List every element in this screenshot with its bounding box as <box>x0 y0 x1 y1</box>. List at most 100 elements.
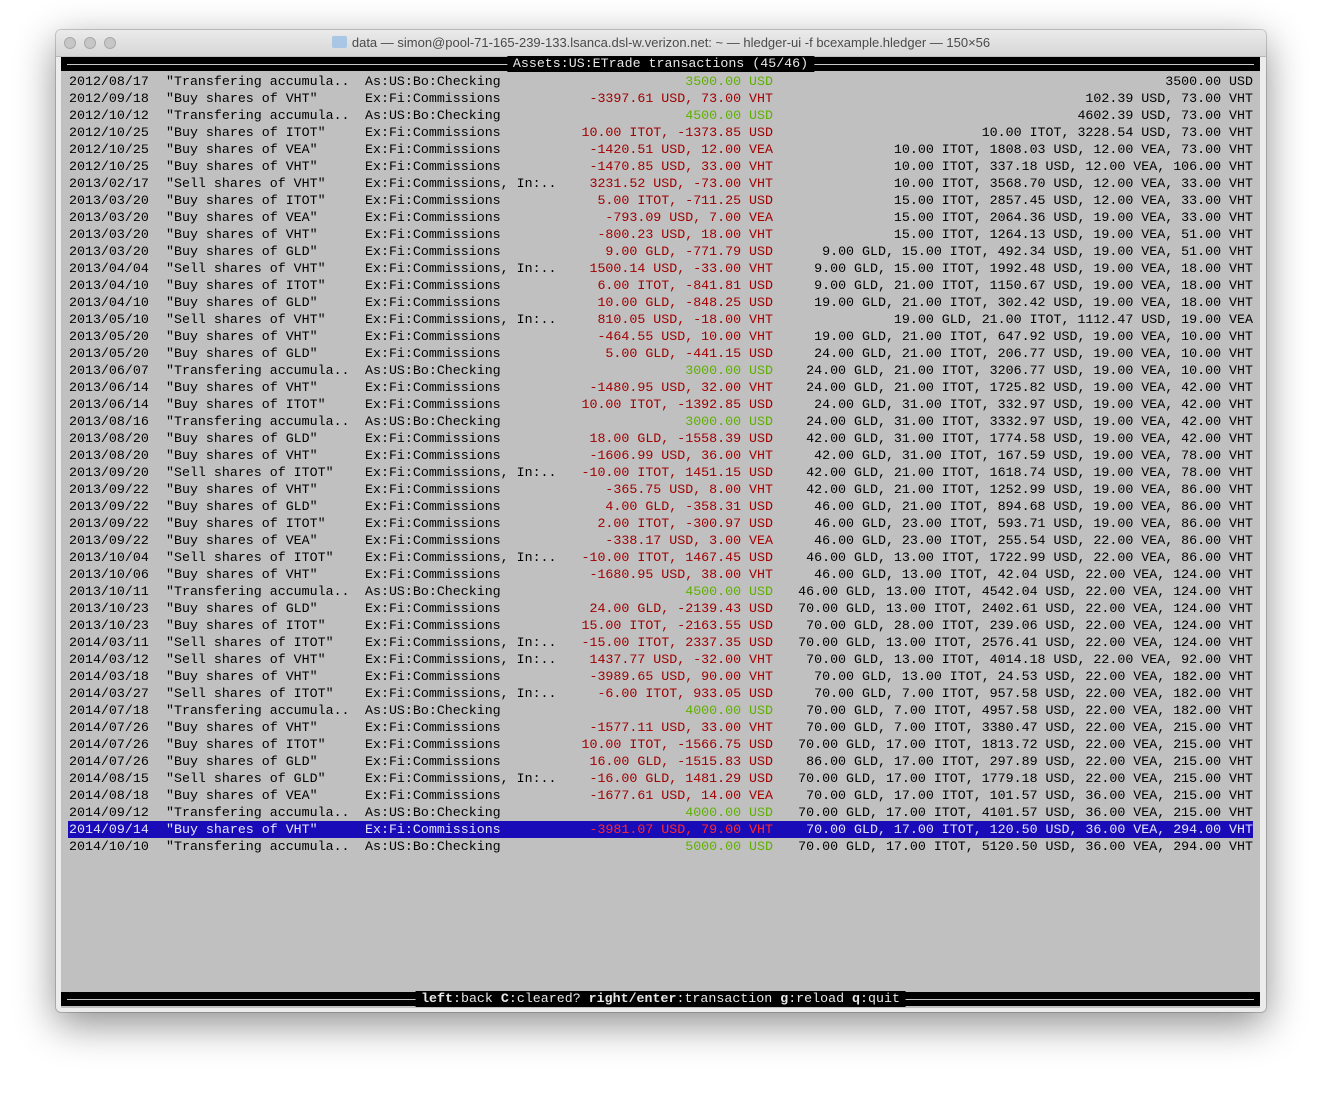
transaction-row[interactable]: 2012/10/12 "Transfering accumula.. As:US:B… <box>61 107 1260 124</box>
transaction-row[interactable]: 2013/09/20 "Sell shares of ITOT" Ex:Fi:Com… <box>61 464 1260 481</box>
transaction-row[interactable]: 2013/05/20 "Buy shares of VHT" Ex:Fi:Commi… <box>61 328 1260 345</box>
transaction-row[interactable]: 2013/10/23 "Buy shares of ITOT" Ex:Fi:Comm… <box>61 617 1260 634</box>
transaction-description: "Sell shares of VHT" <box>166 652 326 667</box>
transaction-row[interactable]: 2014/08/15 "Sell shares of GLD" Ex:Fi:Comm… <box>61 770 1260 787</box>
transaction-row[interactable]: 2013/10/11 "Transfering accumula.. As:US:B… <box>61 583 1260 600</box>
transaction-row[interactable]: 2014/09/12 "Transfering accumula.. As:US:B… <box>61 804 1260 821</box>
other-accounts: Ex:Fi:Commissions <box>365 601 501 616</box>
running-balance: 9.00 GLD, 15.00 ITOT, 492.34 USD, 19.00 … <box>822 244 1253 259</box>
transaction-row[interactable]: 2014/07/26 "Buy shares of VHT" Ex:Fi:Commi… <box>61 719 1260 736</box>
transaction-row[interactable]: 2012/09/18 "Buy shares of VHT" Ex:Fi:Commi… <box>61 90 1260 107</box>
running-balance: 42.00 GLD, 31.00 ITOT, 1774.58 USD, 19.0… <box>806 431 1253 446</box>
transaction-row[interactable]: 2013/05/20 "Buy shares of GLD" Ex:Fi:Commi… <box>61 345 1260 362</box>
transaction-row[interactable]: 2013/03/20 "Buy shares of ITOT" Ex:Fi:Comm… <box>61 192 1260 209</box>
change-amount: 10.00 ITOT, -1392.85 USD <box>581 397 773 412</box>
transaction-row[interactable]: 2013/05/10 "Sell shares of VHT" Ex:Fi:Comm… <box>61 311 1260 328</box>
transaction-description: "Sell shares of ITOT" <box>166 550 334 565</box>
change-amount: -15.00 ITOT, 2337.35 USD <box>581 635 773 650</box>
minimize-button[interactable] <box>84 37 96 49</box>
change-amount: 4.00 GLD, -358.31 USD <box>605 499 773 514</box>
transaction-row[interactable]: 2013/03/20 "Buy shares of GLD" Ex:Fi:Commi… <box>61 243 1260 260</box>
transaction-row[interactable]: 2013/09/22 "Buy shares of VHT" Ex:Fi:Commi… <box>61 481 1260 498</box>
transaction-date: 2013/04/10 <box>69 295 149 310</box>
transaction-row[interactable]: 2013/09/22 "Buy shares of GLD" Ex:Fi:Commi… <box>61 498 1260 515</box>
transaction-row[interactable]: 2013/04/10 "Buy shares of GLD" Ex:Fi:Commi… <box>61 294 1260 311</box>
transaction-row[interactable]: 2013/08/20 "Buy shares of VHT" Ex:Fi:Commi… <box>61 447 1260 464</box>
transaction-row[interactable]: 2012/08/17 "Transfering accumula.. As:US:B… <box>61 73 1260 90</box>
running-balance: 46.00 GLD, 13.00 ITOT, 4542.04 USD, 22.0… <box>798 584 1253 599</box>
transaction-row[interactable]: 2013/02/17 "Sell shares of VHT" Ex:Fi:Comm… <box>61 175 1260 192</box>
transaction-row[interactable]: 2013/04/10 "Buy shares of ITOT" Ex:Fi:Comm… <box>61 277 1260 294</box>
transaction-row[interactable]: 2013/10/23 "Buy shares of GLD" Ex:Fi:Commi… <box>61 600 1260 617</box>
transaction-date: 2013/06/14 <box>69 397 149 412</box>
change-amount: -793.09 USD, 7.00 VEA <box>605 210 773 225</box>
transaction-row[interactable]: 2014/03/11 "Sell shares of ITOT" Ex:Fi:Com… <box>61 634 1260 651</box>
change-amount: -3981.07 USD, 79.00 VHT <box>589 822 773 837</box>
transaction-date: 2013/02/17 <box>69 176 149 191</box>
change-amount: 4500.00 USD <box>685 108 773 123</box>
transaction-date: 2013/03/20 <box>69 244 149 259</box>
transaction-description: "Buy shares of ITOT" <box>166 397 326 412</box>
other-accounts: Ex:Fi:Commissions, In:.. <box>365 176 557 191</box>
other-accounts: As:US:Bo:Checking <box>365 839 501 854</box>
transaction-row[interactable]: 2013/09/22 "Buy shares of ITOT" Ex:Fi:Comm… <box>61 515 1260 532</box>
transaction-date: 2014/09/14 <box>69 822 149 837</box>
transaction-row-selected[interactable]: 2014/09/14 "Buy shares of VHT" Ex:Fi:Commi… <box>68 821 1253 838</box>
transaction-row[interactable]: 2014/10/10 "Transfering accumula.. As:US:B… <box>61 838 1260 855</box>
transaction-row[interactable]: 2013/10/04 "Sell shares of ITOT" Ex:Fi:Com… <box>61 549 1260 566</box>
transaction-row[interactable]: 2013/10/06 "Buy shares of VHT" Ex:Fi:Commi… <box>61 566 1260 583</box>
transaction-row[interactable]: 2013/06/14 "Buy shares of ITOT" Ex:Fi:Comm… <box>61 396 1260 413</box>
transaction-date: 2013/05/20 <box>69 346 149 361</box>
transaction-row[interactable]: 2013/08/16 "Transfering accumula.. As:US:B… <box>61 413 1260 430</box>
transaction-description: "Buy shares of VEA" <box>166 142 318 157</box>
transaction-description: "Buy shares of ITOT" <box>166 618 326 633</box>
other-accounts: Ex:Fi:Commissions, In:.. <box>365 312 557 327</box>
transaction-date: 2013/08/16 <box>69 414 149 429</box>
transaction-date: 2013/06/07 <box>69 363 149 378</box>
transaction-row[interactable]: 2014/07/18 "Transfering accumula.. As:US:B… <box>61 702 1260 719</box>
header-bar: Assets:US:ETrade transactions (45/46) <box>61 56 1260 72</box>
running-balance: 24.00 GLD, 21.00 ITOT, 3206.77 USD, 19.0… <box>806 363 1253 378</box>
transaction-description: "Transfering accumula.. <box>166 414 350 429</box>
running-balance: 9.00 GLD, 15.00 ITOT, 1992.48 USD, 19.00… <box>814 261 1253 276</box>
transaction-row[interactable]: 2013/03/20 "Buy shares of VEA" Ex:Fi:Commi… <box>61 209 1260 226</box>
transaction-row[interactable]: 2014/03/27 "Sell shares of ITOT" Ex:Fi:Com… <box>61 685 1260 702</box>
transaction-row[interactable]: 2012/10/25 "Buy shares of VEA" Ex:Fi:Commi… <box>61 141 1260 158</box>
other-accounts: Ex:Fi:Commissions <box>365 788 501 803</box>
running-balance: 86.00 GLD, 17.00 ITOT, 297.89 USD, 22.00… <box>806 754 1253 769</box>
transaction-date: 2013/10/23 <box>69 618 149 633</box>
transaction-row[interactable]: 2013/06/07 "Transfering accumula.. As:US:B… <box>61 362 1260 379</box>
running-balance: 46.00 GLD, 21.00 ITOT, 894.68 USD, 19.00… <box>814 499 1253 514</box>
other-accounts: Ex:Fi:Commissions <box>365 567 501 582</box>
transaction-date: 2013/03/20 <box>69 227 149 242</box>
transaction-row[interactable]: 2013/04/04 "Sell shares of VHT" Ex:Fi:Comm… <box>61 260 1260 277</box>
transaction-row[interactable]: 2014/03/12 "Sell shares of VHT" Ex:Fi:Comm… <box>61 651 1260 668</box>
transaction-row[interactable]: 2013/08/20 "Buy shares of GLD" Ex:Fi:Commi… <box>61 430 1260 447</box>
other-accounts: Ex:Fi:Commissions <box>365 295 501 310</box>
transaction-row[interactable]: 2014/08/18 "Buy shares of VEA" Ex:Fi:Commi… <box>61 787 1260 804</box>
running-balance: 42.00 GLD, 21.00 ITOT, 1252.99 USD, 19.0… <box>806 482 1253 497</box>
transaction-description: "Buy shares of VHT" <box>166 482 318 497</box>
terminal-screen[interactable]: Assets:US:ETrade transactions (45/46) 20… <box>61 56 1260 1008</box>
transaction-row[interactable]: 2014/03/18 "Buy shares of VHT" Ex:Fi:Commi… <box>61 668 1260 685</box>
transaction-date: 2014/09/12 <box>69 805 149 820</box>
transaction-row[interactable]: 2014/07/26 "Buy shares of ITOT" Ex:Fi:Comm… <box>61 736 1260 753</box>
transaction-row[interactable]: 2014/07/26 "Buy shares of GLD" Ex:Fi:Commi… <box>61 753 1260 770</box>
transaction-row[interactable]: 2012/10/25 "Buy shares of VHT" Ex:Fi:Commi… <box>61 158 1260 175</box>
transaction-date: 2013/03/20 <box>69 210 149 225</box>
transaction-row[interactable]: 2012/10/25 "Buy shares of ITOT" Ex:Fi:Comm… <box>61 124 1260 141</box>
other-accounts: Ex:Fi:Commissions <box>365 516 501 531</box>
zoom-button[interactable] <box>104 37 116 49</box>
close-button[interactable] <box>64 37 76 49</box>
other-accounts: Ex:Fi:Commissions <box>365 278 501 293</box>
transaction-description: "Buy shares of VHT" <box>166 720 318 735</box>
key-help: left:back C:cleared? right/enter:transac… <box>415 991 906 1007</box>
change-amount: 15.00 ITOT, -2163.55 USD <box>581 618 773 633</box>
transaction-row[interactable]: 2013/09/22 "Buy shares of VEA" Ex:Fi:Commi… <box>61 532 1260 549</box>
transaction-row[interactable]: 2013/06/14 "Buy shares of VHT" Ex:Fi:Commi… <box>61 379 1260 396</box>
transaction-description: "Sell shares of ITOT" <box>166 465 334 480</box>
transaction-description: "Buy shares of GLD" <box>166 431 318 446</box>
transaction-row[interactable]: 2013/03/20 "Buy shares of VHT" Ex:Fi:Commi… <box>61 226 1260 243</box>
running-balance: 70.00 GLD, 17.00 ITOT, 4101.57 USD, 36.0… <box>798 805 1253 820</box>
other-accounts: Ex:Fi:Commissions <box>365 448 501 463</box>
